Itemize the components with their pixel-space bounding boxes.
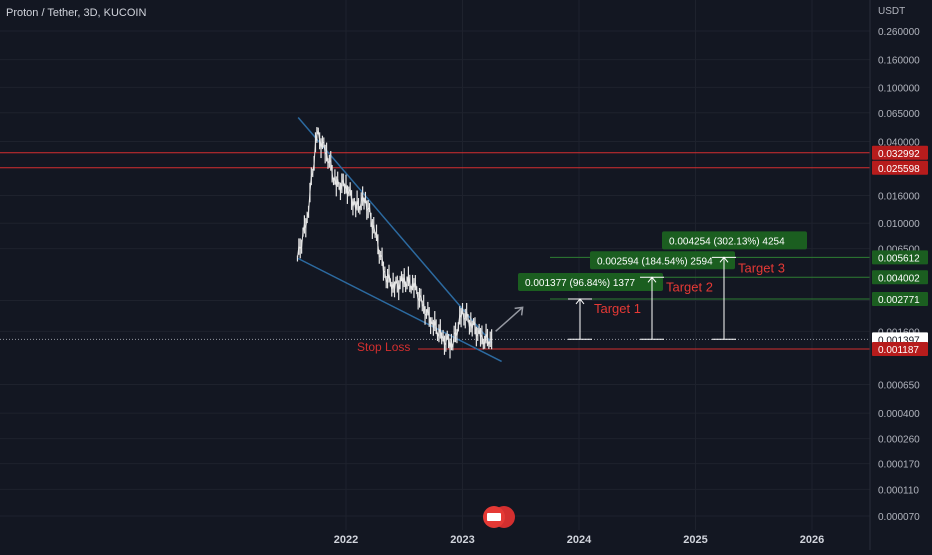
level-label-bg [872,341,928,356]
level-label-bg [872,291,928,306]
x-tick-labels: 2022 2023 2024 2025 2026 [334,534,824,546]
price-line [296,130,492,349]
y-tick-label: 0.000400 [878,409,920,420]
target-name: Target 3 [738,260,785,275]
level-label: 0.004002 [878,273,920,284]
level-label-bg [872,145,928,160]
price-axis-unit: USDT [878,6,905,17]
level-label: 0.002771 [878,295,920,306]
breakout-arrow-head [514,306,524,316]
target-measure-label: 0.004254 (302.13%) 4254 [669,236,785,247]
chart-title: Proton / Tether, 3D, KUCOIN [6,7,146,19]
stop-loss-label: Stop Loss [357,340,410,354]
level-labels: 0.032992 0.025598 0.005612 0.004002 0.002771… [872,145,928,356]
y-tick-label: 0.160000 [878,56,920,67]
target-measure-bg [662,231,807,250]
y-tick-label: 0.000260 [878,435,920,446]
breakout-arrow [495,306,524,332]
level-label-bg [872,250,928,265]
x-tick-label: 2025 [683,534,707,546]
y-tick-label: 0.000070 [878,512,920,523]
x-tick-label: 2023 [450,534,474,546]
y-tick-label: 0.006500 [878,245,920,256]
target-measure-bg [590,251,735,270]
targets: 0.001377 (96.84%) 1377 Target 1 0.002594 (… [518,231,807,340]
target-name: Target 2 [666,279,713,294]
x-tick-label: 2024 [567,534,592,546]
level-label: 0.005612 [878,253,920,264]
y-tick-label: 0.100000 [878,83,920,94]
level-label: 0.001397 [878,335,920,346]
tradingview-logo[interactable] [483,506,515,528]
level-label: 0.032992 [878,149,920,160]
level-label: 0.025598 [878,164,920,175]
level-label-bg [872,160,928,175]
candles: Stop Loss [296,127,524,359]
x-tick-label: 2026 [800,534,824,546]
target-measure-bg [518,272,663,291]
target-measure-label: 0.001377 (96.84%) 1377 [525,278,636,289]
y-tick-label: 0.260000 [878,27,920,38]
y-tick-label: 0.040000 [878,137,920,148]
target-measure-label: 0.002594 (184.54%) 2594 [597,256,713,267]
y-tick-label: 0.000170 [878,460,920,471]
y-tick-label: 0.000110 [878,485,919,496]
y-tick-label: 0.000650 [878,381,920,392]
y-tick-label: 0.065000 [878,109,920,120]
target-name: Target 1 [594,301,641,316]
wedge-line [297,257,502,363]
grid-lines [0,0,870,530]
x-tick-label: 2022 [334,534,358,546]
y-tick-label: 0.010000 [878,219,920,230]
level-label-bg [872,270,928,285]
y-tick-label: 0.016000 [878,192,920,203]
level-label: 0.001187 [878,345,919,356]
